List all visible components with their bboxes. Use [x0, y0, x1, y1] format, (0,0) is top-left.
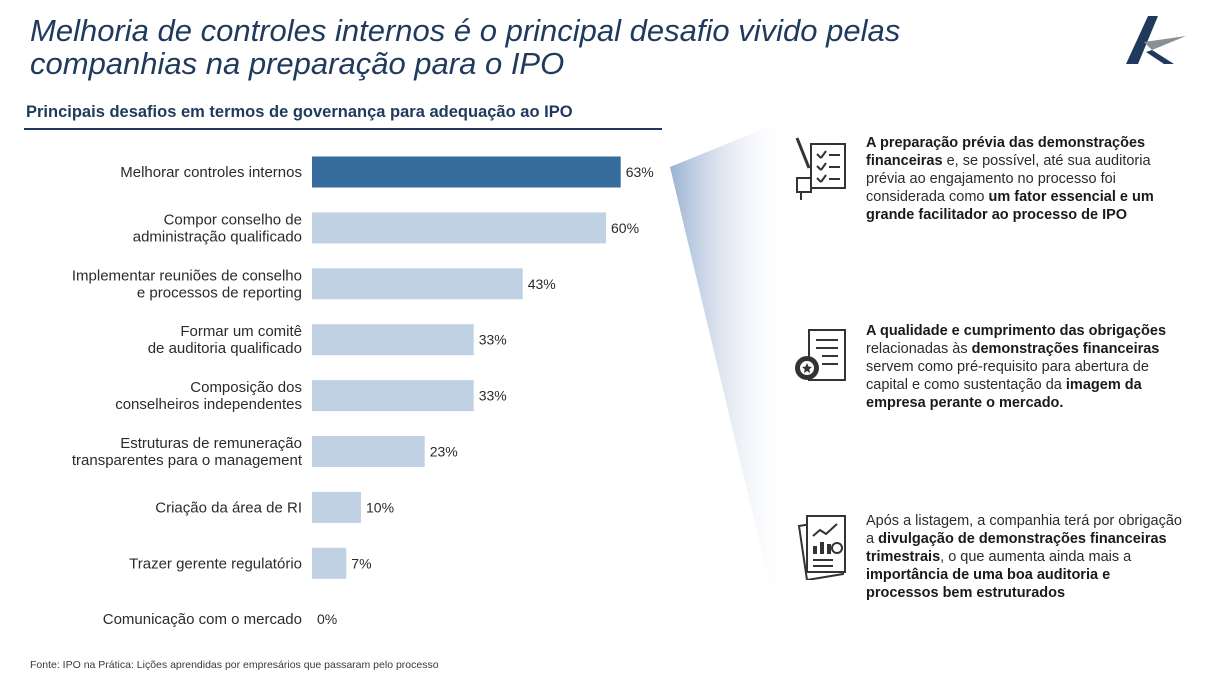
checklist-icon [795, 137, 846, 200]
callout-regular-text: servem como pré-requisito para abertura … [866, 359, 1149, 393]
bar-value-label: 7% [351, 555, 371, 571]
callout-bold-text: imagem da empresa perante o mercado. [866, 377, 1142, 411]
category-label: administração qualificado [133, 228, 302, 245]
category-label: de auditoria qualificado [148, 340, 302, 357]
category-label: conselheiros independentes [115, 396, 302, 413]
category-label: e processos de reporting [137, 284, 302, 301]
bar [312, 491, 361, 523]
bar-value-label: 63% [626, 164, 654, 180]
bar-value-label: 23% [430, 444, 458, 460]
callout-regular-text: , o que aumenta ainda mais a [940, 549, 1132, 565]
bar [312, 324, 474, 356]
bar [312, 380, 474, 412]
category-label: Implementar reuniões de conselho [72, 267, 302, 284]
bar-value-label: 0% [317, 611, 337, 627]
bar [312, 547, 347, 579]
callout-bold-text: demonstrações financeiras [971, 341, 1160, 357]
callout-text: A qualidade e cumprimento das obrigações… [866, 322, 1186, 412]
chart-title-underline [24, 128, 662, 130]
category-label: Composição dos [190, 379, 302, 396]
callout-text: Após a listagem, a companhia terá por ob… [866, 512, 1186, 602]
category-label: Estruturas de remuneração [120, 435, 302, 452]
bar [312, 212, 606, 244]
bar-value-label: 60% [611, 220, 639, 236]
source-note: Fonte: IPO na Prática: Lições aprendidas… [30, 659, 439, 671]
bar [312, 436, 425, 467]
callout-regular-text: e, se possível, até sua auditoria prévia… [866, 153, 1151, 205]
chart-title: Principais desafios em termos de governa… [26, 103, 573, 121]
bar-value-label: 33% [479, 332, 507, 348]
page-title-line-1: Melhoria de controles internos é o princ… [30, 13, 901, 48]
bar [312, 268, 523, 300]
company-logo-icon [1126, 16, 1186, 64]
callout-bold-text: A preparação prévia das demonstrações fi… [866, 135, 1146, 169]
category-label: Trazer gerente regulatório [129, 555, 302, 572]
callout-regular-text: Após a listagem, a companhia terá por ob… [866, 513, 1182, 547]
callout-bold-text: importância de uma boa auditoria e proce… [866, 567, 1111, 601]
bar-chart: 63% Melhorar controles internos 60% Compor … [72, 156, 654, 628]
category-label: Comunicação com o mercado [103, 611, 302, 628]
bar-value-label: 10% [366, 499, 394, 515]
callout-regular-text: relacionadas às [866, 341, 972, 357]
financial-report-icon [797, 515, 846, 580]
page-title: Melhoria de controles internos é o princ… [30, 14, 1030, 80]
callout-bold-text: A qualidade e cumprimento das obrigações [866, 323, 1167, 339]
category-label: Criação da área de RI [155, 499, 302, 516]
bar [312, 156, 621, 188]
callout-bold-text: divulgação de demonstrações financeiras … [866, 531, 1167, 565]
category-label: Melhorar controles internos [120, 164, 302, 181]
category-label: Formar um comitê [180, 323, 302, 340]
bar-value-label: 43% [528, 276, 556, 292]
category-label: transparentes para o management [72, 452, 303, 469]
category-label: Compor conselho de [164, 211, 302, 228]
page-title-line-2: companhias na preparação para o IPO [30, 46, 565, 81]
callout-text: A preparação prévia das demonstrações fi… [866, 134, 1186, 224]
callout-bold-text: um fator essencial e um grande facilitad… [866, 189, 1154, 223]
bar-value-label: 33% [479, 388, 507, 404]
certificate-icon [795, 329, 846, 381]
